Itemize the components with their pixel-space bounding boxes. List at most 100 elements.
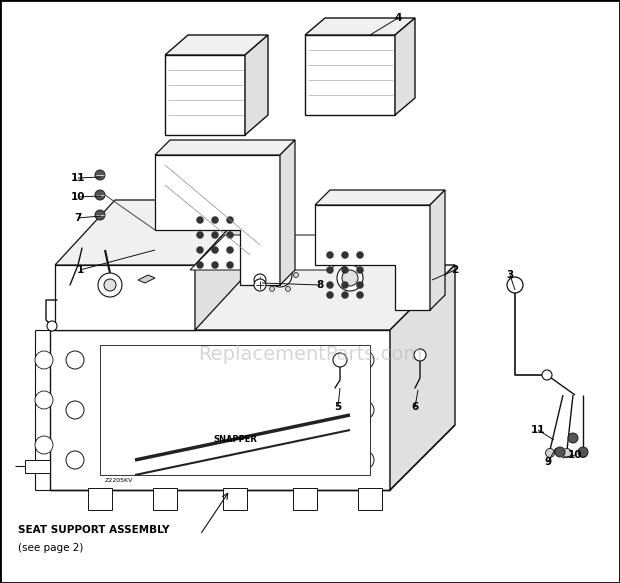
Circle shape [337, 265, 363, 291]
Circle shape [555, 447, 565, 457]
Circle shape [95, 190, 105, 200]
Text: 5: 5 [334, 402, 342, 412]
Circle shape [356, 351, 374, 369]
Circle shape [356, 292, 363, 298]
Circle shape [47, 321, 57, 331]
Polygon shape [315, 205, 430, 310]
Polygon shape [155, 140, 295, 155]
Polygon shape [245, 35, 268, 135]
Circle shape [226, 247, 234, 254]
Circle shape [321, 431, 339, 449]
Text: 8: 8 [316, 280, 324, 290]
Text: ReplacementParts.com: ReplacementParts.com [198, 346, 422, 364]
Circle shape [356, 451, 374, 469]
Circle shape [197, 216, 203, 223]
Polygon shape [358, 488, 382, 510]
Circle shape [342, 270, 358, 286]
Circle shape [342, 251, 348, 258]
Polygon shape [138, 275, 155, 283]
Circle shape [356, 251, 363, 258]
Circle shape [95, 170, 105, 180]
Circle shape [327, 282, 334, 289]
Circle shape [66, 401, 84, 419]
Circle shape [273, 268, 287, 282]
Polygon shape [280, 140, 295, 285]
Circle shape [327, 266, 334, 273]
Polygon shape [50, 330, 390, 490]
Circle shape [568, 433, 578, 443]
Polygon shape [395, 18, 415, 115]
Circle shape [251, 371, 269, 389]
Circle shape [414, 349, 426, 361]
Circle shape [181, 371, 199, 389]
Circle shape [578, 448, 588, 458]
Circle shape [285, 286, 291, 292]
Circle shape [270, 259, 275, 264]
Circle shape [262, 272, 267, 278]
Polygon shape [25, 460, 50, 473]
Polygon shape [100, 345, 370, 475]
Circle shape [285, 259, 291, 264]
Polygon shape [55, 265, 195, 330]
Text: 7: 7 [74, 213, 82, 223]
Text: 3: 3 [507, 270, 513, 280]
Circle shape [268, 263, 292, 287]
Circle shape [98, 273, 122, 297]
Circle shape [226, 216, 234, 223]
Text: (see page 2): (see page 2) [18, 543, 83, 553]
Polygon shape [223, 488, 247, 510]
Circle shape [254, 274, 266, 286]
Circle shape [321, 371, 339, 389]
Circle shape [211, 231, 218, 238]
Circle shape [121, 371, 139, 389]
Text: 11: 11 [531, 425, 545, 435]
Circle shape [211, 247, 218, 254]
Circle shape [121, 431, 139, 449]
Circle shape [578, 447, 588, 457]
Circle shape [327, 251, 334, 258]
Circle shape [333, 353, 347, 367]
Circle shape [342, 292, 348, 298]
Polygon shape [315, 190, 445, 205]
Circle shape [327, 292, 334, 298]
Polygon shape [165, 35, 268, 55]
Circle shape [35, 436, 53, 454]
Polygon shape [430, 190, 445, 310]
Polygon shape [390, 265, 455, 490]
Circle shape [562, 448, 572, 458]
Circle shape [66, 351, 84, 369]
Circle shape [270, 286, 275, 292]
Polygon shape [195, 200, 255, 330]
Polygon shape [305, 35, 395, 115]
Circle shape [293, 272, 298, 278]
Polygon shape [153, 488, 177, 510]
Circle shape [542, 370, 552, 380]
Text: Z2205KV: Z2205KV [105, 477, 133, 483]
Circle shape [507, 277, 523, 293]
Polygon shape [55, 200, 255, 265]
Text: SEAT SUPPORT ASSEMBLY: SEAT SUPPORT ASSEMBLY [18, 525, 169, 535]
Polygon shape [155, 155, 280, 285]
Circle shape [197, 262, 203, 269]
Text: 2: 2 [451, 265, 459, 275]
Circle shape [356, 266, 363, 273]
Circle shape [66, 451, 84, 469]
Circle shape [342, 282, 348, 289]
Polygon shape [165, 55, 245, 135]
Polygon shape [293, 488, 317, 510]
Circle shape [35, 391, 53, 409]
Text: 9: 9 [544, 457, 552, 467]
Circle shape [35, 351, 53, 369]
Circle shape [211, 262, 218, 269]
Circle shape [104, 279, 116, 291]
Text: SNAPPER: SNAPPER [213, 436, 257, 444]
Circle shape [546, 448, 554, 458]
Circle shape [211, 216, 218, 223]
Text: 1: 1 [76, 265, 84, 275]
Circle shape [226, 231, 234, 238]
Circle shape [197, 247, 203, 254]
Text: 4: 4 [394, 13, 402, 23]
Text: 10: 10 [568, 450, 582, 460]
Text: 10: 10 [71, 192, 86, 202]
Polygon shape [305, 18, 415, 35]
